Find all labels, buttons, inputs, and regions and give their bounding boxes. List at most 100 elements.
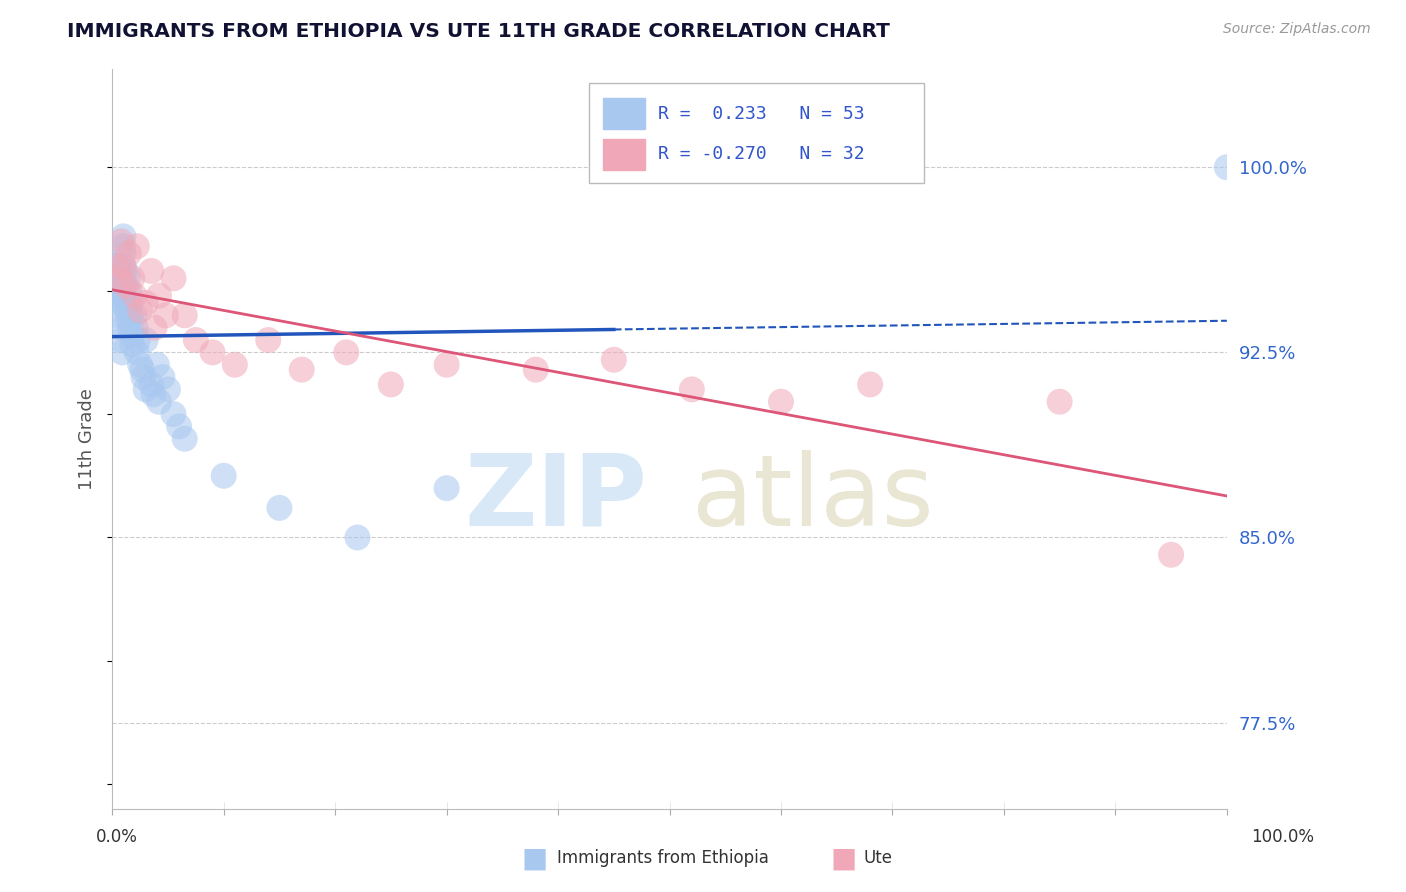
Point bbox=[380, 377, 402, 392]
Text: Source: ZipAtlas.com: Source: ZipAtlas.com bbox=[1223, 22, 1371, 37]
Point bbox=[142, 387, 165, 401]
Point bbox=[110, 333, 132, 347]
Point bbox=[108, 259, 131, 273]
Point bbox=[141, 377, 163, 392]
Point bbox=[108, 320, 131, 334]
Point bbox=[141, 264, 163, 278]
Text: 100.0%: 100.0% bbox=[1251, 828, 1315, 846]
Point bbox=[155, 309, 177, 323]
Point bbox=[125, 239, 148, 253]
Point bbox=[524, 362, 547, 376]
Point bbox=[124, 288, 146, 302]
Point bbox=[112, 259, 135, 273]
Point bbox=[184, 333, 207, 347]
Point bbox=[143, 320, 166, 334]
Point bbox=[167, 419, 190, 434]
Point bbox=[105, 259, 128, 273]
Point bbox=[173, 432, 195, 446]
Point bbox=[107, 284, 129, 298]
Text: atlas: atlas bbox=[692, 450, 934, 547]
Point bbox=[173, 309, 195, 323]
Point bbox=[135, 333, 157, 347]
Point bbox=[105, 271, 128, 285]
Point bbox=[111, 288, 134, 302]
Point bbox=[148, 394, 170, 409]
Point bbox=[257, 333, 280, 347]
Point bbox=[681, 383, 703, 397]
Point bbox=[114, 278, 136, 293]
Point bbox=[120, 296, 142, 310]
Bar bbox=[603, 139, 645, 170]
Point bbox=[125, 345, 148, 359]
Point bbox=[107, 296, 129, 310]
Point bbox=[436, 481, 458, 495]
Point bbox=[120, 309, 142, 323]
Point bbox=[162, 407, 184, 421]
Point bbox=[346, 531, 368, 545]
Text: ■: ■ bbox=[831, 844, 856, 872]
Text: Ute: Ute bbox=[863, 849, 893, 867]
Point bbox=[152, 370, 174, 384]
Point bbox=[162, 271, 184, 285]
Text: R = -0.270   N = 32: R = -0.270 N = 32 bbox=[658, 145, 865, 163]
Point bbox=[124, 320, 146, 334]
Point bbox=[108, 309, 131, 323]
Point bbox=[212, 468, 235, 483]
Y-axis label: 11th Grade: 11th Grade bbox=[79, 388, 96, 490]
Point bbox=[108, 271, 131, 285]
Point bbox=[135, 296, 157, 310]
Text: 0.0%: 0.0% bbox=[96, 828, 138, 846]
Point bbox=[118, 246, 141, 260]
Point bbox=[112, 229, 135, 244]
Point bbox=[201, 345, 224, 359]
Point bbox=[112, 246, 135, 260]
Point bbox=[117, 271, 139, 285]
Point bbox=[112, 259, 135, 273]
Point bbox=[127, 333, 149, 347]
Point bbox=[108, 264, 131, 278]
Point bbox=[269, 500, 291, 515]
Point bbox=[129, 303, 152, 318]
Point bbox=[111, 345, 134, 359]
Point bbox=[132, 370, 155, 384]
Point bbox=[1216, 161, 1239, 175]
Point bbox=[104, 259, 127, 273]
Point bbox=[118, 284, 141, 298]
Point bbox=[112, 296, 135, 310]
Point bbox=[131, 362, 153, 376]
Point bbox=[603, 352, 626, 367]
Point bbox=[224, 358, 246, 372]
Point bbox=[124, 309, 146, 323]
Text: Immigrants from Ethiopia: Immigrants from Ethiopia bbox=[557, 849, 769, 867]
Point bbox=[121, 338, 143, 352]
Text: ZIP: ZIP bbox=[464, 450, 647, 547]
Text: IMMIGRANTS FROM ETHIOPIA VS UTE 11TH GRADE CORRELATION CHART: IMMIGRANTS FROM ETHIOPIA VS UTE 11TH GRA… bbox=[67, 22, 890, 41]
Point bbox=[769, 394, 792, 409]
Point bbox=[146, 358, 169, 372]
Point bbox=[110, 278, 132, 293]
Point bbox=[135, 383, 157, 397]
FancyBboxPatch shape bbox=[589, 83, 924, 183]
Point bbox=[112, 288, 135, 302]
Point bbox=[859, 377, 882, 392]
Point bbox=[112, 278, 135, 293]
Point bbox=[120, 320, 142, 334]
Point bbox=[1049, 394, 1071, 409]
Point bbox=[112, 239, 135, 253]
Point bbox=[148, 288, 170, 302]
Point bbox=[291, 362, 314, 376]
Point bbox=[118, 313, 141, 327]
Point bbox=[112, 271, 135, 285]
Point bbox=[114, 264, 136, 278]
Point bbox=[121, 271, 143, 285]
Point bbox=[129, 358, 152, 372]
Bar bbox=[603, 98, 645, 129]
Text: R =  0.233   N = 53: R = 0.233 N = 53 bbox=[658, 104, 865, 123]
Point bbox=[335, 345, 357, 359]
Point bbox=[110, 235, 132, 249]
Point bbox=[121, 328, 143, 343]
Point bbox=[156, 383, 179, 397]
Point bbox=[436, 358, 458, 372]
Text: ■: ■ bbox=[522, 844, 547, 872]
Point bbox=[115, 303, 138, 318]
